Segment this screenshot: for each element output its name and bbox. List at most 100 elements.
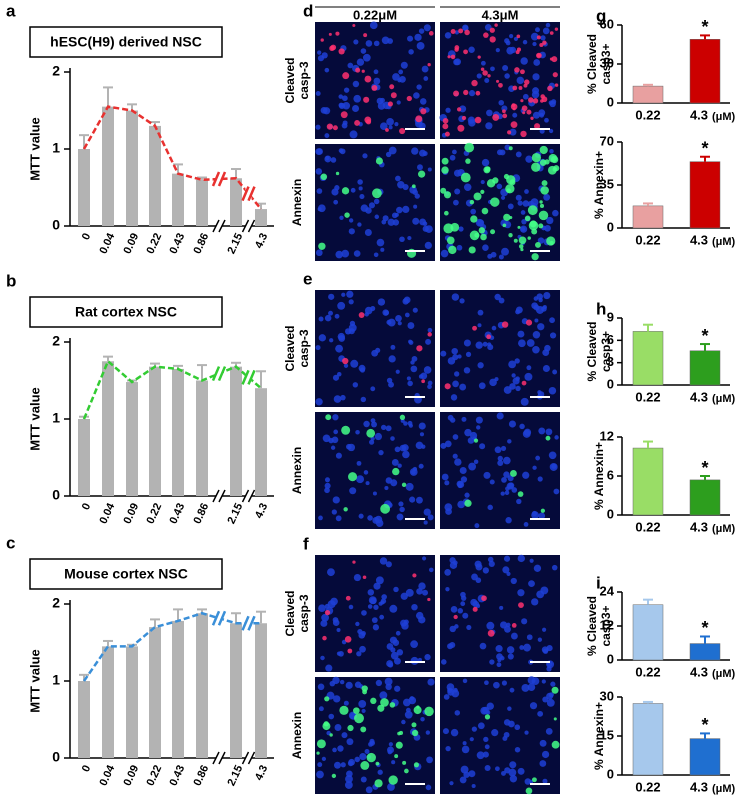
stain [443, 191, 452, 199]
nucleus [501, 680, 507, 686]
stain [503, 213, 511, 221]
nucleus [405, 482, 414, 491]
stain [489, 36, 496, 43]
nucleus [414, 193, 420, 199]
stain [511, 623, 517, 628]
nucleus [331, 509, 337, 515]
nucleus [418, 582, 426, 590]
nucleus [324, 477, 330, 483]
line-break [211, 610, 221, 626]
stain [541, 180, 548, 187]
nucleus [484, 744, 490, 750]
nucleus [553, 488, 560, 495]
nucleus [456, 244, 463, 251]
nucleus [424, 241, 432, 250]
nucleus [514, 358, 520, 364]
nucleus [489, 479, 495, 485]
y-axis-label: MTT value [27, 387, 42, 451]
stain [360, 761, 370, 770]
nucleus [338, 94, 344, 99]
stain [531, 152, 542, 163]
stain [528, 220, 539, 231]
stain [420, 108, 427, 115]
row-label: casp-3 [297, 61, 311, 99]
bar [102, 106, 114, 226]
nucleus [508, 720, 515, 728]
y-tick-label: 35 [600, 176, 614, 191]
nucleus [377, 298, 386, 306]
nucleus [511, 373, 516, 378]
nucleus [403, 421, 408, 426]
stain [480, 67, 485, 71]
stain [361, 685, 368, 692]
nucleus [418, 463, 424, 469]
x-tick-label: 0.86 [191, 501, 211, 525]
y-tick-label: 0 [607, 651, 614, 666]
nucleus [478, 382, 486, 390]
nucleus [515, 194, 522, 201]
nucleus [514, 746, 521, 753]
nucleus [332, 496, 340, 504]
stain [347, 648, 353, 654]
stain [508, 233, 513, 238]
stain [525, 787, 533, 795]
nucleus [457, 608, 464, 614]
nucleus [462, 24, 469, 31]
nucleus [372, 624, 380, 631]
nucleus [501, 770, 506, 776]
y-tick-label: 3 [607, 354, 614, 369]
nucleus [427, 678, 435, 686]
nucleus [374, 432, 382, 441]
nucleus [508, 768, 517, 777]
nucleus [427, 384, 432, 390]
x-tick-label: 0.09 [121, 763, 141, 787]
x-tick-label: 4.3 [253, 231, 270, 250]
chart-title: Rat cortex NSC [75, 304, 177, 320]
nucleus [419, 98, 427, 105]
nucleus [459, 383, 467, 391]
nucleus [526, 634, 533, 641]
nucleus [491, 325, 497, 331]
y-axis-label: MTT value [27, 649, 42, 713]
nucleus [452, 149, 457, 155]
nucleus [379, 691, 388, 700]
bar [126, 110, 138, 226]
nucleus [343, 87, 350, 93]
x-tick-label: 0.43 [167, 231, 187, 255]
title-box [29, 558, 223, 590]
nucleus [341, 292, 346, 297]
y-tick-label: 1 [52, 140, 60, 156]
stain [539, 145, 548, 155]
nucleus [487, 556, 494, 563]
axis-gap [245, 221, 252, 231]
nucleus [337, 745, 344, 752]
nucleus [452, 560, 458, 566]
stain [534, 123, 541, 130]
stain [366, 428, 376, 438]
nucleus [532, 41, 537, 47]
y-tick-label: 0 [607, 766, 614, 781]
nucleus [500, 445, 507, 452]
stain [352, 23, 356, 27]
x-unit: (μM) [712, 393, 736, 405]
nucleus [531, 90, 540, 99]
nucleus [517, 554, 525, 563]
stain [464, 499, 472, 507]
significance: * [701, 458, 708, 478]
nucleus [427, 167, 432, 172]
nucleus [329, 338, 334, 343]
y-tick-label: 12 [600, 428, 614, 443]
stain [341, 425, 351, 435]
nucleus [315, 345, 321, 351]
nucleus [542, 226, 547, 231]
stain [440, 187, 447, 194]
nucleus [441, 659, 447, 665]
stain [454, 47, 459, 52]
nucleus [358, 186, 363, 191]
stain [524, 79, 530, 85]
nucleus [373, 77, 381, 85]
nucleus [393, 586, 399, 593]
nucleus [342, 102, 351, 110]
bar [172, 173, 184, 226]
x-tick-label: 0 [80, 763, 93, 774]
